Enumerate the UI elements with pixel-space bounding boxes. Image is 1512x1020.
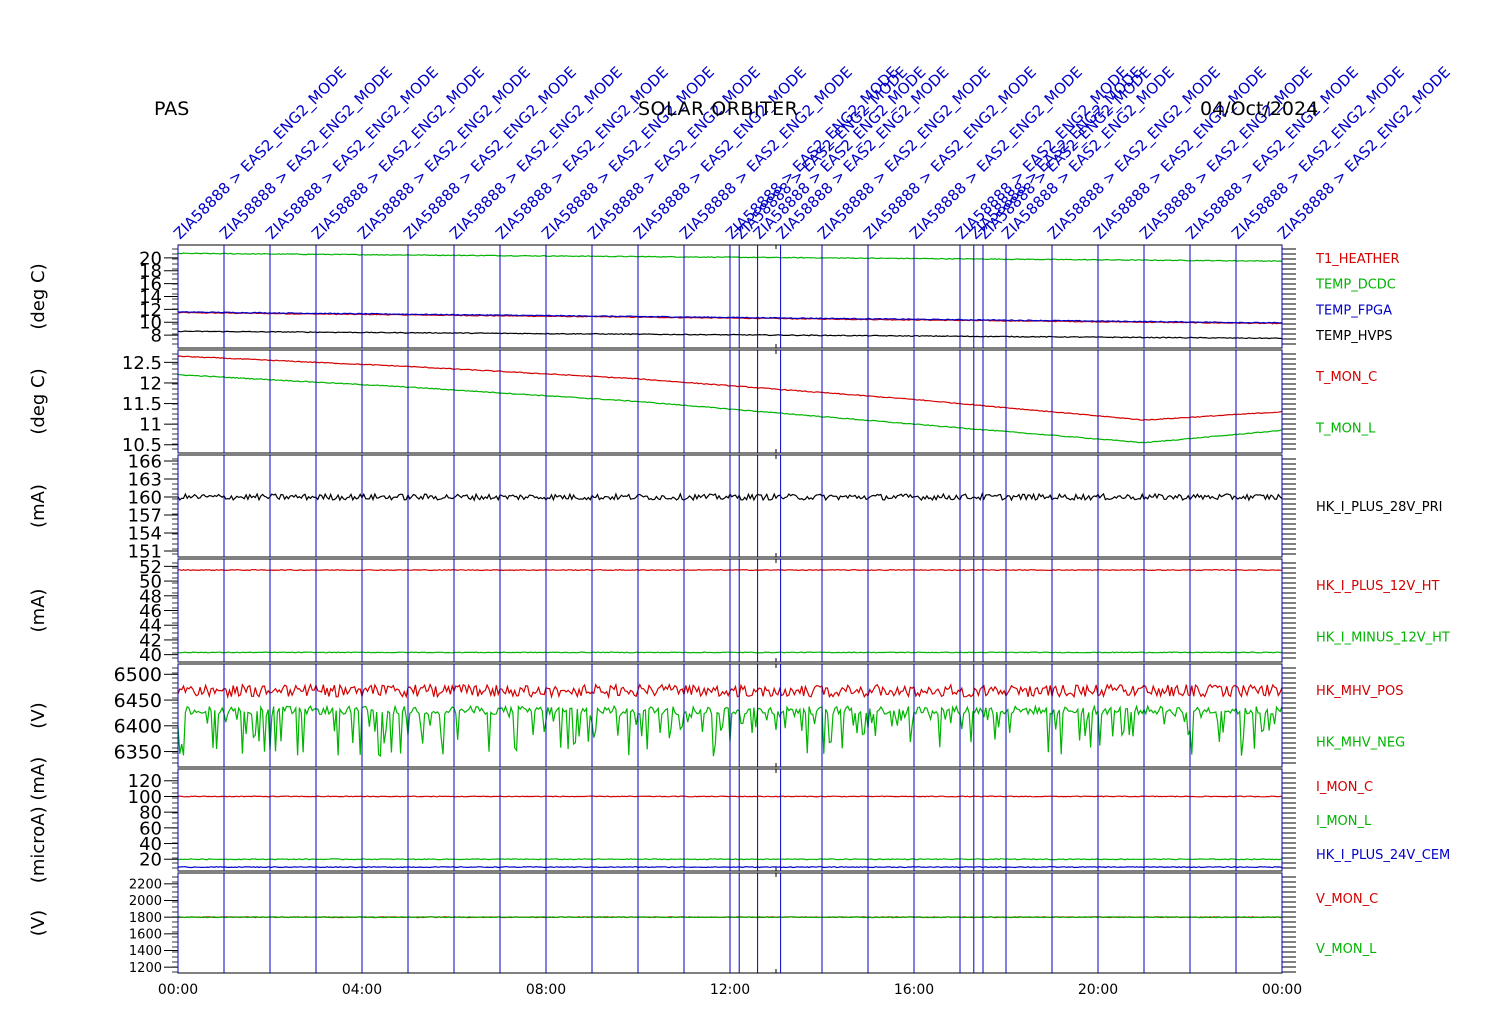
y-tick-label: 46 (139, 601, 162, 622)
y-tick-label: 6500 (114, 664, 162, 686)
y-tick-label: 1600 (129, 928, 162, 943)
x-tick-label: 16:00 (894, 982, 934, 998)
y-tick-label: 151 (128, 541, 162, 562)
series-i-mon-c: I_MON_C (177, 780, 1373, 798)
x-tick-label: 04:00 (342, 982, 382, 998)
y-tick-label: 166 (128, 451, 162, 472)
y-tick-label: 6400 (114, 716, 162, 738)
y-tick-label: 1400 (129, 944, 162, 959)
legend-label: I_MON_L (1316, 814, 1372, 829)
y-tick-label: 100 (128, 787, 162, 808)
series-hk-i-minus-12v-ht: HK_I_MINUS_12V_HT (177, 630, 1450, 654)
x-tick-label: 00:00 (1262, 982, 1302, 998)
y-tick-label: 14 (139, 287, 162, 308)
series-t-mon-c: T_MON_C (177, 355, 1377, 421)
y-axis-label: (deg C) (28, 368, 49, 434)
y-tick-label: 40 (139, 834, 162, 855)
series-i-mon-l: I_MON_L (177, 814, 1372, 861)
legend-label: V_MON_L (1316, 942, 1377, 957)
series-v-mon-c: V_MON_C (177, 892, 1378, 919)
y-tick-label: 80 (139, 803, 162, 824)
y-tick-label: 6350 (114, 741, 162, 763)
series-t-mon-l: T_MON_L (177, 373, 1376, 444)
instrument-label: PAS (154, 98, 190, 120)
y-tick-label: 40 (139, 645, 162, 666)
y-tick-label: 2200 (129, 878, 162, 893)
y-axis-label: (deg C) (28, 263, 49, 329)
legend-label: V_MON_C (1316, 892, 1378, 907)
y-tick-label: 20 (139, 248, 162, 269)
series-temp-hvps: TEMP_HVPS (177, 329, 1392, 344)
series-hk-i-plus-12v-ht: HK_I_PLUS_12V_HT (177, 568, 1440, 594)
y-tick-label: 10.5 (122, 435, 162, 456)
y-tick-label: 8 (151, 326, 162, 347)
legend-label: T1_HEATHER (1315, 252, 1400, 267)
y-tick-label: 120 (128, 771, 162, 792)
legend-label: T_MON_C (1315, 370, 1377, 385)
y-tick-label: 20 (139, 850, 162, 871)
y-tick-label: 50 (139, 572, 162, 593)
x-tick-label: 12:00 (710, 982, 750, 998)
y-tick-label: 163 (128, 469, 162, 490)
legend-label: TEMP_DCDC (1315, 278, 1396, 293)
legend-label: HK_I_MINUS_12V_HT (1316, 630, 1450, 645)
series-temp-dcdc: TEMP_DCDC (177, 252, 1396, 293)
y-tick-label: 160 (128, 487, 162, 508)
x-tick-label: 08:00 (526, 982, 566, 998)
y-tick-label: 6450 (114, 690, 162, 712)
series-hk-i-plus-28v-pri: HK_I_PLUS_28V_PRI (177, 492, 1442, 515)
legend-label: TEMP_HVPS (1315, 329, 1392, 344)
y-tick-label: 1200 (129, 961, 162, 976)
plot-date: 04/Oct/2024 (1200, 98, 1319, 120)
y-tick-label: 42 (139, 630, 162, 651)
y-tick-label: 16 (139, 274, 162, 295)
series-temp-fpga: TEMP_FPGA (177, 303, 1392, 324)
legend-label: HK_MHV_POS (1316, 684, 1404, 699)
legend-label: HK_I_PLUS_28V_PRI (1316, 500, 1442, 515)
mission-title: SOLAR ORBITER (638, 98, 799, 120)
y-tick-label: 10 (139, 313, 162, 334)
y-tick-label: 44 (139, 616, 162, 637)
y-tick-label: 1800 (129, 911, 162, 926)
x-tick-label: 20:00 (1078, 982, 1118, 998)
legend-label: HK_I_PLUS_12V_HT (1316, 579, 1440, 594)
y-axis-label: (V) (28, 702, 49, 728)
y-tick-label: 12 (139, 300, 162, 321)
legend-label: T_MON_L (1315, 421, 1376, 436)
legend-label: TEMP_FPGA (1315, 303, 1392, 318)
x-tick-label: 00:00 (158, 982, 198, 998)
y-tick-label: 11 (139, 415, 162, 436)
y-tick-label: 2000 (129, 894, 162, 909)
panel-5: 6350 6400 6450 6500 (V) HK_MHV_POS HK_MHV_NEG (28, 663, 1405, 768)
y-tick-label: 12.5 (122, 353, 162, 374)
y-tick-label: 11.5 (122, 394, 162, 415)
y-tick-label: 52 (139, 557, 162, 578)
legend-label: HK_I_PLUS_24V_CEM (1316, 848, 1450, 863)
y-axis-label: (microA) (mA) (28, 757, 49, 883)
y-tick-label: 12 (139, 373, 162, 394)
series-v-mon-l: V_MON_L (177, 916, 1377, 957)
y-axis-label: (mA) (28, 484, 49, 528)
series-hk-i-plus-24v-cem: HK_I_PLUS_24V_CEM (177, 848, 1450, 869)
legend-label: HK_MHV_NEG (1316, 735, 1405, 750)
legend-label: I_MON_C (1316, 780, 1373, 795)
y-axis-label: (V) (28, 910, 49, 936)
y-tick-label: 18 (139, 261, 162, 282)
y-tick-label: 60 (139, 818, 162, 839)
y-tick-label: 48 (139, 586, 162, 607)
x-axis: 00:00 04:00 08:00 12:00 16:00 20:00 00:00 (158, 982, 1302, 998)
y-tick-label: 154 (128, 523, 162, 544)
y-tick-label: 157 (128, 505, 162, 526)
y-axis-label: (mA) (28, 589, 49, 633)
